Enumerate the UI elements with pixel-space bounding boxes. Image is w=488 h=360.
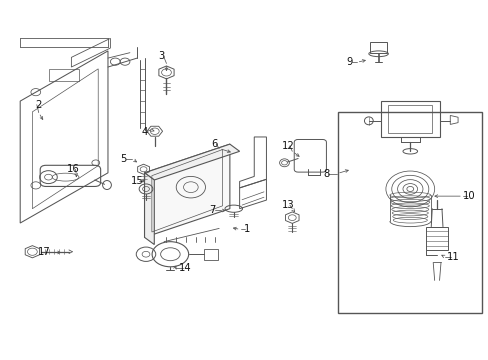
Bar bbox=[337, 112, 481, 313]
Bar bbox=[426, 226, 447, 250]
Text: 6: 6 bbox=[211, 139, 217, 149]
Bar bbox=[203, 249, 218, 260]
Text: 9: 9 bbox=[346, 57, 352, 67]
Bar bbox=[387, 105, 431, 134]
Polygon shape bbox=[144, 173, 154, 244]
Text: 5: 5 bbox=[120, 154, 126, 164]
Text: 3: 3 bbox=[158, 51, 164, 61]
Text: 1: 1 bbox=[244, 225, 250, 234]
Text: 4: 4 bbox=[142, 127, 148, 136]
Text: 10: 10 bbox=[462, 191, 474, 201]
Text: 14: 14 bbox=[178, 263, 191, 273]
Text: 11: 11 bbox=[446, 252, 459, 262]
Text: 2: 2 bbox=[36, 100, 42, 110]
Polygon shape bbox=[144, 144, 229, 237]
Polygon shape bbox=[144, 144, 239, 180]
Bar bbox=[369, 42, 386, 53]
Text: 12: 12 bbox=[281, 141, 294, 151]
Text: 15: 15 bbox=[131, 176, 143, 186]
Text: 16: 16 bbox=[67, 164, 80, 174]
Text: 8: 8 bbox=[323, 168, 329, 179]
Text: 7: 7 bbox=[209, 206, 216, 216]
Bar bbox=[49, 69, 79, 81]
Bar bbox=[380, 101, 439, 137]
Text: 17: 17 bbox=[38, 247, 51, 257]
Text: 13: 13 bbox=[281, 200, 294, 210]
